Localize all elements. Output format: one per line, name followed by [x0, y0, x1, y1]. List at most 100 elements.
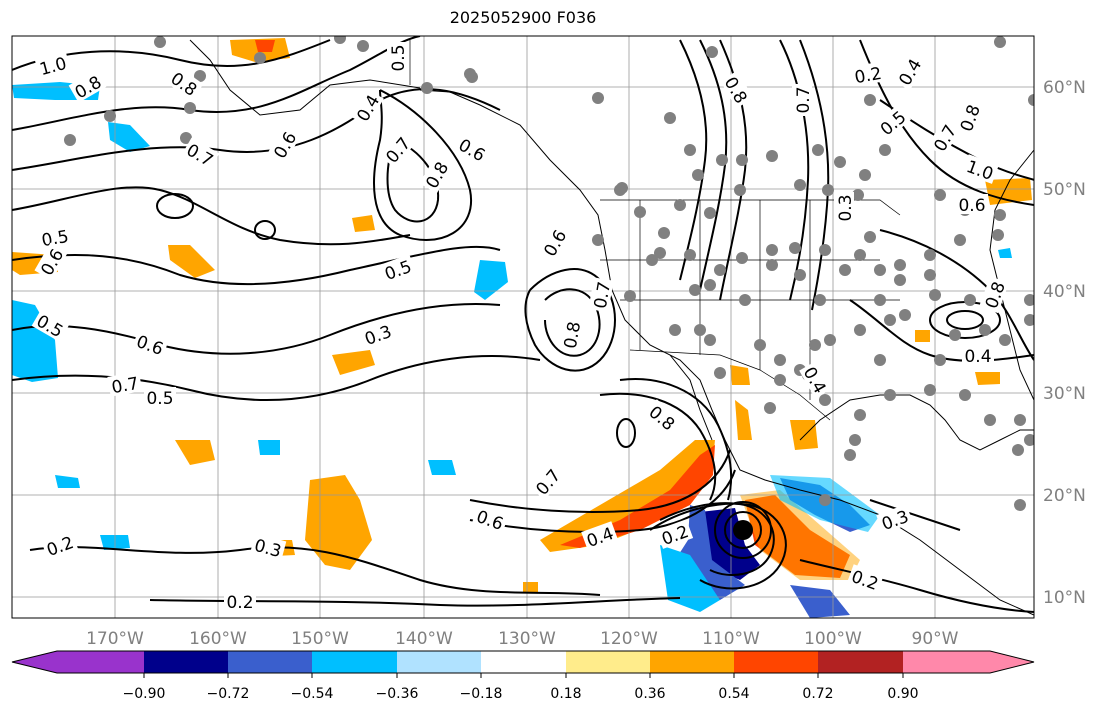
- station-dot: [934, 189, 946, 201]
- station-dot: [1024, 314, 1034, 326]
- station-dot: [357, 40, 369, 52]
- station-dot: [824, 334, 836, 346]
- station-dot: [984, 414, 996, 426]
- station-dot: [992, 229, 1004, 241]
- longitude-label: 110°W: [702, 629, 760, 649]
- contour-label-bg: [144, 387, 176, 407]
- storm-center-marker: [733, 520, 753, 540]
- station-dot: [1024, 434, 1034, 446]
- station-dot: [421, 82, 433, 94]
- station-dot: [64, 134, 76, 146]
- contour-label-bg: [892, 52, 926, 91]
- colorbar-swatch: [228, 651, 312, 673]
- contour-label-bg: [956, 194, 988, 214]
- contour-label-bg: [68, 69, 107, 103]
- contour-label: 0.7: [110, 374, 140, 398]
- station-dot: [658, 227, 670, 239]
- longitude-label: 150°W: [291, 629, 349, 649]
- contour-label-bg: [720, 70, 754, 109]
- coast-east: [989, 149, 1034, 401]
- latitude-label: 40°N: [1043, 282, 1086, 302]
- contour-label: 0.8: [561, 320, 585, 350]
- station-dot: [874, 264, 886, 276]
- contour-line: [12, 245, 501, 286]
- contour-label-bg: [181, 137, 220, 171]
- station-dot: [736, 154, 748, 166]
- contour-label-bg: [558, 317, 584, 353]
- contour-label-bg: [961, 154, 999, 184]
- station-dot: [592, 234, 604, 246]
- station-dot: [334, 36, 346, 44]
- station-dot: [789, 242, 801, 254]
- colorbar-swatch: [734, 651, 818, 673]
- shade-orange-east3: [975, 372, 1000, 385]
- station-dot: [819, 244, 831, 256]
- shade-orange-mx2: [735, 400, 752, 440]
- shade-orange-mx: [730, 365, 750, 385]
- station-dot: [954, 234, 966, 246]
- contour-line: [799, 559, 1034, 613]
- colorbar-swatch: [481, 651, 566, 673]
- shade-cyan-pacific5: [55, 475, 80, 488]
- station-dot: [839, 264, 851, 276]
- contour-line: [679, 39, 708, 281]
- shade-orange-pacific5: [352, 215, 375, 232]
- contour-label-bg: [34, 242, 68, 281]
- colorbar-tick-label: 0.72: [802, 686, 833, 702]
- station-dot: [924, 384, 936, 396]
- colorbar-swatch: [312, 651, 397, 673]
- colorbar-swatch: [650, 651, 734, 673]
- shade-orange-pacific: [305, 475, 372, 570]
- longitude-label: 130°W: [498, 629, 556, 649]
- station-dot: [624, 290, 636, 302]
- station-dot: [949, 329, 961, 341]
- contour-label-bg: [419, 155, 453, 194]
- colorbar-swatch: [818, 651, 903, 673]
- contour-label-bg: [962, 345, 994, 365]
- latitude-labels: 60°N 50°N 40°N 30°N 20°N 10°N: [1043, 78, 1086, 608]
- station-dot: [809, 339, 821, 351]
- station-dot: [994, 209, 1006, 221]
- contour-label: 0.5: [146, 389, 173, 409]
- contour-label: 0.2: [226, 593, 253, 613]
- longitude-label: 140°W: [395, 629, 453, 649]
- station-dot: [979, 324, 991, 336]
- latitude-label: 30°N: [1043, 384, 1086, 404]
- station-dot: [774, 354, 786, 366]
- storm-center-ring2: [714, 501, 772, 559]
- station-dot: [964, 294, 976, 306]
- colorbar-tick-label: −0.90: [123, 686, 166, 702]
- contour-label-bg: [954, 99, 984, 137]
- shade-cyan-pacific3: [258, 440, 280, 455]
- shade-red-west-coast: [560, 445, 715, 548]
- shade-orange-west-coast: [540, 440, 715, 552]
- station-dot: [180, 132, 192, 144]
- station-dot: [884, 314, 896, 326]
- longitude-label: 100°W: [804, 629, 862, 649]
- contour-label-bg: [581, 521, 619, 551]
- contour-line: [524, 268, 616, 372]
- shade-red-alaska: [255, 40, 275, 52]
- contour-ring: [156, 193, 194, 219]
- station-dot: [884, 389, 896, 401]
- colorbar-tick-label: −0.54: [291, 686, 334, 702]
- station-dot: [154, 36, 166, 48]
- station-dot: [634, 206, 646, 218]
- station-dot: [694, 324, 706, 336]
- colorbar-tick-label: 0.36: [634, 686, 665, 702]
- contour-label-bg: [107, 371, 143, 397]
- station-dot: [859, 169, 871, 181]
- station-dot: [894, 274, 906, 286]
- station-dot: [814, 294, 826, 306]
- contour-label-bg: [34, 51, 71, 79]
- contour-label-bg: [267, 125, 301, 164]
- colorbar-swatch: [566, 651, 650, 673]
- longitude-label: 160°W: [189, 629, 247, 649]
- contour-ring: [254, 220, 276, 240]
- longitude-labels: 170°W 160°W 150°W 140°W 130°W 120°W 110°W 100°W…: [86, 629, 959, 649]
- contour-label-bg: [846, 564, 884, 594]
- station-dot: [616, 182, 628, 194]
- shade-blue-southeast: [790, 585, 850, 618]
- contour-label: 0.2: [853, 64, 883, 88]
- station-dot: [254, 52, 266, 64]
